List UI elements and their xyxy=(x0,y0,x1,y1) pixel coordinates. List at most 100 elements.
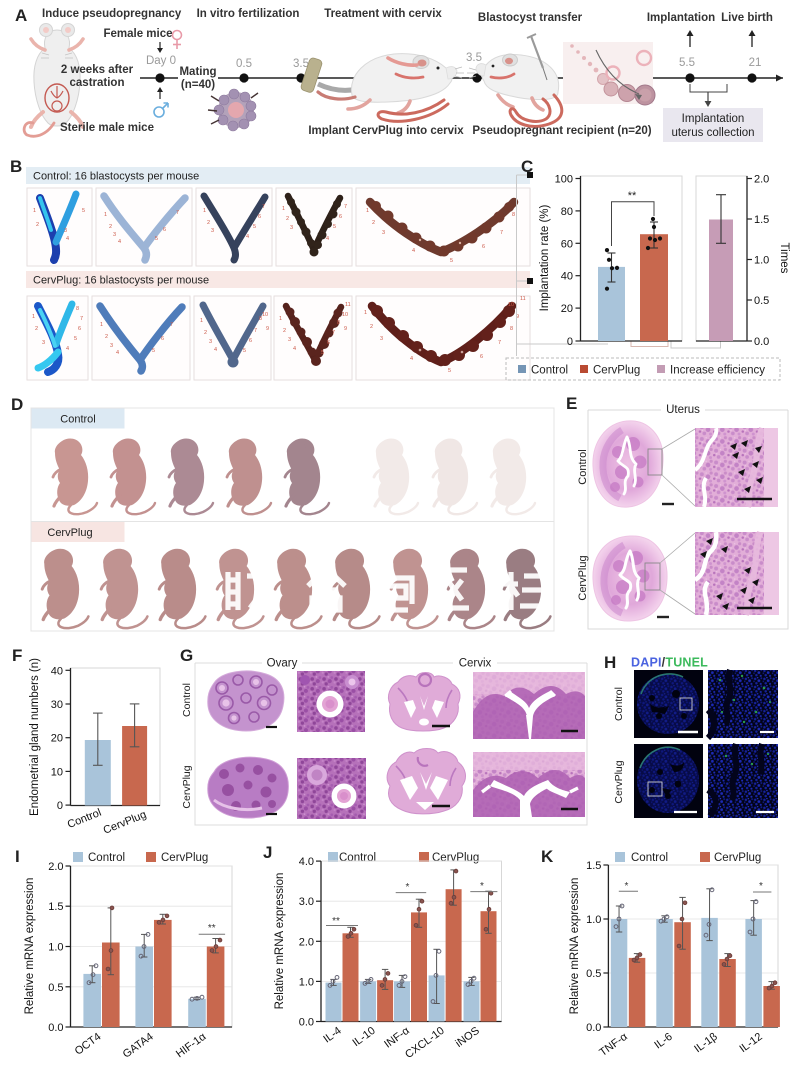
svg-text:Times: Times xyxy=(778,243,790,274)
svg-text:CervPlug: 16 blastocysts per m: CervPlug: 16 blastocysts per mouse xyxy=(33,275,209,287)
svg-text:3: 3 xyxy=(209,339,212,345)
svg-text:*: * xyxy=(759,881,763,892)
svg-text:5.5: 5.5 xyxy=(679,57,695,69)
svg-text:Day 0: Day 0 xyxy=(146,55,176,67)
svg-text:6: 6 xyxy=(258,214,261,220)
svg-text:3: 3 xyxy=(42,340,45,346)
svg-text:CervPlug: CervPlug xyxy=(47,527,92,539)
svg-text:K: K xyxy=(541,847,554,866)
svg-text:Induce pseudopregnancy: Induce pseudopregnancy xyxy=(42,8,182,20)
svg-text:1: 1 xyxy=(366,208,369,214)
svg-text:2: 2 xyxy=(207,220,210,226)
svg-text:**: ** xyxy=(208,923,216,934)
svg-text:(n=40): (n=40) xyxy=(181,79,215,91)
svg-text:2.0: 2.0 xyxy=(299,936,314,948)
svg-text:1.0: 1.0 xyxy=(586,914,601,926)
svg-text:6: 6 xyxy=(78,326,81,332)
svg-text:0: 0 xyxy=(567,336,573,348)
svg-text:1: 1 xyxy=(104,212,107,218)
svg-text:3: 3 xyxy=(290,225,293,231)
svg-text:21: 21 xyxy=(749,57,762,69)
svg-text:5: 5 xyxy=(321,350,324,356)
svg-text:11: 11 xyxy=(520,296,526,302)
svg-text:7: 7 xyxy=(170,322,173,328)
svg-text:6: 6 xyxy=(480,354,483,360)
svg-text:Ovary: Ovary xyxy=(267,658,298,670)
svg-text:Treatment with cervix: Treatment with cervix xyxy=(324,8,442,20)
svg-text:8: 8 xyxy=(510,326,513,332)
svg-text:*: * xyxy=(406,882,410,893)
svg-text:2: 2 xyxy=(372,220,375,226)
svg-text:DAPI/TUNEL: DAPI/TUNEL xyxy=(631,656,708,670)
svg-text:7: 7 xyxy=(500,230,503,236)
svg-text:9: 9 xyxy=(344,326,347,332)
svg-text:castration: castration xyxy=(70,77,125,89)
svg-text:4: 4 xyxy=(66,236,69,242)
svg-text:7: 7 xyxy=(80,316,83,322)
svg-text:0.5: 0.5 xyxy=(48,982,63,994)
svg-text:CervPlug: CervPlug xyxy=(432,852,479,864)
svg-text:Implantation rate (%): Implantation rate (%) xyxy=(539,204,551,311)
svg-text:0.0: 0.0 xyxy=(299,1017,314,1029)
svg-text:10: 10 xyxy=(51,766,63,778)
svg-text:Control: Control xyxy=(339,852,376,864)
svg-text:6: 6 xyxy=(249,338,252,344)
svg-text:Relative mRNA expression: Relative mRNA expression xyxy=(569,878,581,1015)
svg-text:1: 1 xyxy=(32,314,35,320)
svg-text:1.0: 1.0 xyxy=(48,942,63,954)
svg-text:8: 8 xyxy=(512,212,515,218)
svg-text:1: 1 xyxy=(200,318,203,324)
svg-text:20: 20 xyxy=(51,733,63,745)
svg-text:Implantation: Implantation xyxy=(647,12,715,24)
svg-text:Control: Control xyxy=(60,414,95,426)
svg-text:In vitro fertilization: In vitro fertilization xyxy=(197,8,300,20)
svg-text:Blastocyst transfer: Blastocyst transfer xyxy=(478,12,583,24)
svg-text:0.5: 0.5 xyxy=(586,968,601,980)
svg-text:J: J xyxy=(263,843,272,862)
svg-text:Relative mRNA expression: Relative mRNA expression xyxy=(274,873,286,1010)
svg-text:2: 2 xyxy=(204,330,207,336)
svg-text:Female mice: Female mice xyxy=(103,28,172,40)
svg-text:Sterile male mice: Sterile male mice xyxy=(60,122,154,134)
svg-text:1.5: 1.5 xyxy=(754,214,769,226)
svg-text:10: 10 xyxy=(508,302,514,308)
svg-text:5: 5 xyxy=(152,348,155,354)
svg-text:4: 4 xyxy=(410,356,413,362)
svg-text:10: 10 xyxy=(262,312,268,318)
svg-text:E: E xyxy=(566,394,577,413)
svg-text:Control: Control xyxy=(88,852,125,864)
svg-text:4: 4 xyxy=(246,234,249,240)
svg-text:G: G xyxy=(180,646,193,665)
svg-text:3.5: 3.5 xyxy=(466,52,482,64)
svg-text:1: 1 xyxy=(33,208,36,214)
svg-text:Live birth: Live birth xyxy=(721,12,773,24)
svg-text:5: 5 xyxy=(253,224,256,230)
svg-text:Uterus: Uterus xyxy=(666,404,700,416)
svg-text:Relative mRNA expression: Relative mRNA expression xyxy=(24,878,36,1015)
svg-text:80: 80 xyxy=(561,206,573,218)
svg-text:5: 5 xyxy=(243,348,246,354)
svg-text:5: 5 xyxy=(450,258,453,264)
svg-text:*: * xyxy=(625,881,629,892)
svg-text:1: 1 xyxy=(203,208,206,214)
svg-text:Control: Control xyxy=(613,687,625,721)
svg-text:3: 3 xyxy=(113,232,116,238)
svg-text:10: 10 xyxy=(342,312,348,318)
svg-text:6: 6 xyxy=(339,214,342,220)
svg-text:I: I xyxy=(15,847,20,866)
svg-text:0.5: 0.5 xyxy=(754,295,769,307)
svg-text:5: 5 xyxy=(448,368,451,374)
svg-text:3: 3 xyxy=(382,230,385,236)
svg-text:7: 7 xyxy=(344,204,347,210)
svg-text:**: ** xyxy=(628,190,637,202)
svg-text:40: 40 xyxy=(51,665,63,677)
svg-text:CervPlug: CervPlug xyxy=(161,852,208,864)
svg-text:CervPlug: CervPlug xyxy=(181,765,193,808)
svg-text:3.5: 3.5 xyxy=(293,58,309,70)
svg-text:4: 4 xyxy=(293,346,296,352)
svg-text:6: 6 xyxy=(482,244,485,250)
svg-text:8: 8 xyxy=(337,320,340,326)
svg-text:4: 4 xyxy=(66,346,69,352)
svg-text:Control: Control xyxy=(631,852,668,864)
svg-text:11: 11 xyxy=(345,302,351,308)
